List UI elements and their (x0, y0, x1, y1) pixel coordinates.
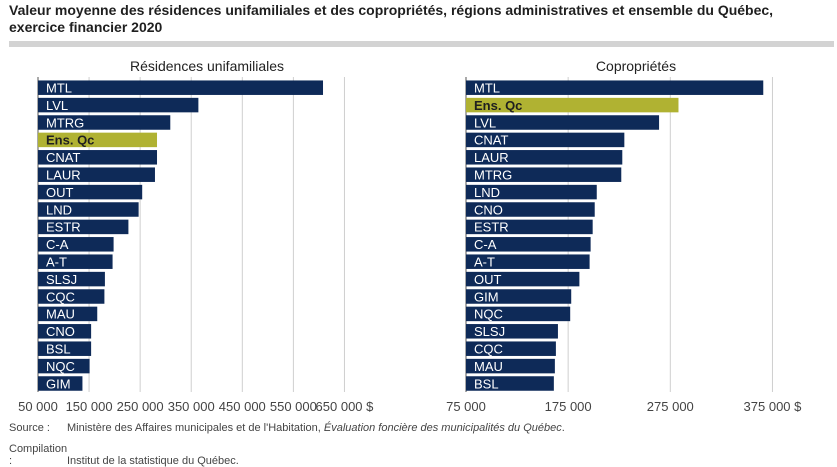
category-label: ESTR (474, 220, 509, 235)
category-label: LND (474, 185, 500, 200)
bar (466, 289, 572, 304)
x-tick-label: 175 000 (545, 399, 592, 414)
bar (38, 306, 98, 322)
category-label: ESTR (46, 220, 81, 235)
category-label: Ens. Qc (474, 98, 522, 113)
category-label: LAUR (46, 167, 81, 182)
category-label: LVL (474, 115, 496, 130)
bar (466, 358, 555, 374)
category-label: C-A (474, 237, 497, 252)
category-label: BSL (474, 376, 499, 391)
x-tick-label: 350 000 (168, 399, 215, 414)
bar (466, 80, 764, 95)
bar (38, 115, 171, 130)
bar (38, 341, 92, 356)
chart-title: Valeur moyenne des résidences unifamilia… (9, 2, 774, 35)
bar (38, 132, 158, 148)
compilation-text: Institut de la statistique du Québec. (67, 455, 239, 467)
category-label: CQC (474, 341, 503, 356)
category-label: LND (46, 202, 72, 217)
bar (466, 167, 622, 182)
bar (38, 254, 113, 269)
category-label: MTL (474, 80, 500, 95)
bar (466, 97, 679, 113)
category-label: CQC (46, 289, 75, 304)
bar (466, 202, 595, 217)
bar (38, 167, 155, 182)
category-label: CNAT (46, 150, 80, 165)
bar (466, 150, 623, 165)
bar (38, 289, 105, 304)
bar (466, 184, 597, 200)
category-label: CNO (46, 324, 75, 339)
bar (466, 341, 556, 356)
category-label: MTRG (46, 115, 84, 130)
source-title: Évaluation foncière des municipalités du… (323, 422, 562, 434)
category-label: BSL (46, 341, 71, 356)
category-label: MAU (46, 307, 75, 322)
x-tick-label: 50 000 (18, 399, 58, 414)
x-tick-label: 550 000 (270, 399, 317, 414)
x-tick-label: 75 000 (446, 399, 486, 414)
title-rule (9, 41, 834, 47)
bar (38, 80, 324, 95)
source-note: Source : Ministère des Affaires municipal… (9, 422, 565, 434)
source-text: Ministère des Affaires municipales et de… (67, 422, 324, 434)
bar (38, 202, 139, 217)
category-label: A-T (46, 254, 67, 269)
bar (466, 324, 558, 339)
compilation-label: Compilation : (9, 443, 68, 467)
bar (466, 376, 554, 391)
category-label: Ens. Qc (46, 133, 94, 148)
category-label: A-T (474, 254, 495, 269)
category-label: CNO (474, 202, 503, 217)
compilation-note: Compilation : Institut de la statistique … (9, 443, 239, 467)
source-label: Source : (9, 422, 50, 434)
bar (466, 271, 580, 287)
category-label: NQC (474, 307, 503, 322)
category-label: MTL (46, 80, 72, 95)
x-tick-label: 275 000 (647, 399, 694, 414)
x-tick-label: 375 000 $ (744, 399, 803, 414)
bar (466, 219, 593, 235)
bar (38, 376, 83, 391)
category-label: GIM (474, 289, 499, 304)
category-label: LVL (46, 98, 68, 113)
bar (466, 237, 591, 252)
x-tick-label: 250 000 (117, 399, 164, 414)
source-end: . (561, 422, 565, 434)
bar (38, 219, 129, 235)
category-label: MTRG (474, 167, 512, 182)
bar (466, 306, 571, 322)
panel-title: Copropriétés (596, 58, 676, 74)
category-label: CNAT (474, 133, 508, 148)
bar (466, 254, 590, 269)
category-label: MAU (474, 359, 503, 374)
category-label: C-A (46, 237, 69, 252)
bar (38, 358, 90, 374)
category-label: SLSJ (46, 272, 77, 287)
category-label: OUT (474, 272, 502, 287)
bar (38, 324, 92, 339)
category-label: SLSJ (474, 324, 505, 339)
category-label: GIM (46, 376, 71, 391)
x-tick-label: 450 000 (219, 399, 266, 414)
bar (38, 184, 143, 200)
bar (38, 97, 199, 113)
x-tick-label: 150 000 (66, 399, 113, 414)
category-label: OUT (46, 185, 74, 200)
category-label: NQC (46, 359, 75, 374)
bar (466, 115, 660, 130)
bar (38, 237, 114, 252)
bar (466, 132, 625, 148)
category-label: LAUR (474, 150, 509, 165)
x-tick-label: 650 000 $ (316, 399, 375, 414)
bar (38, 271, 105, 287)
bar (38, 150, 158, 165)
panel-title: Résidences unifamiliales (130, 58, 284, 74)
